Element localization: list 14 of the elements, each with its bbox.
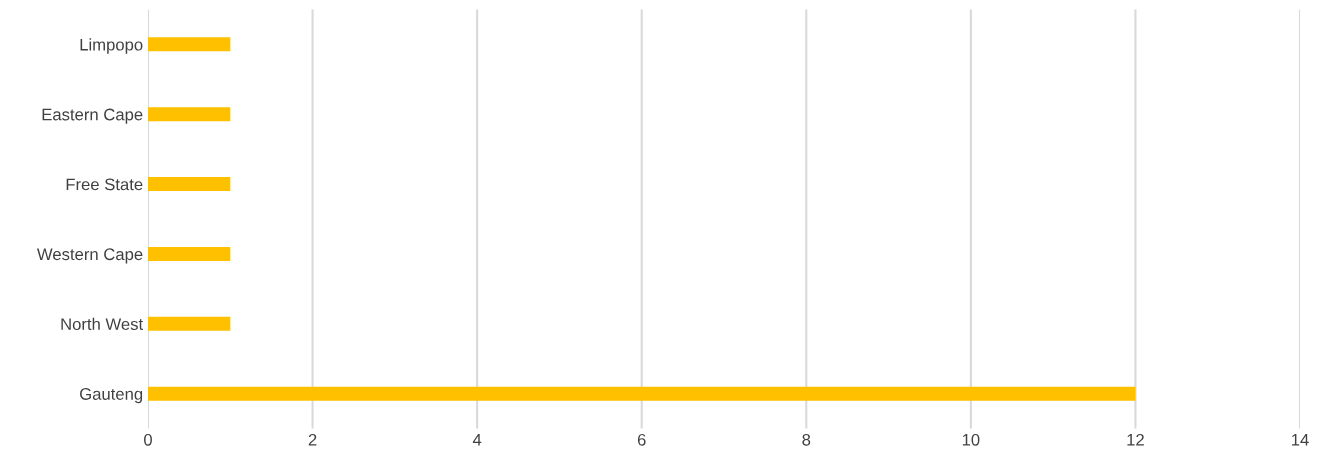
y-tick-label: North West (61, 317, 144, 331)
x-tick-label: 6 (637, 433, 646, 446)
x-tick-label: 12 (1127, 433, 1144, 446)
y-tick-label: Western Cape (36, 248, 143, 264)
x-tick-label: 2 (308, 433, 317, 446)
x-tick-label: 0 (144, 433, 152, 446)
y-tick-label: Limpopo (80, 38, 143, 54)
y-tick-label: Eastern Cape (42, 108, 143, 124)
y-tick-label: Free State (66, 178, 143, 191)
x-tick-label: 4 (472, 434, 482, 446)
y-tick-label: Gauteng (80, 388, 143, 404)
x-tick-label: 8 (802, 433, 811, 446)
x-tick-label: 14 (1292, 434, 1309, 446)
x-tick-label: 10 (962, 433, 980, 446)
